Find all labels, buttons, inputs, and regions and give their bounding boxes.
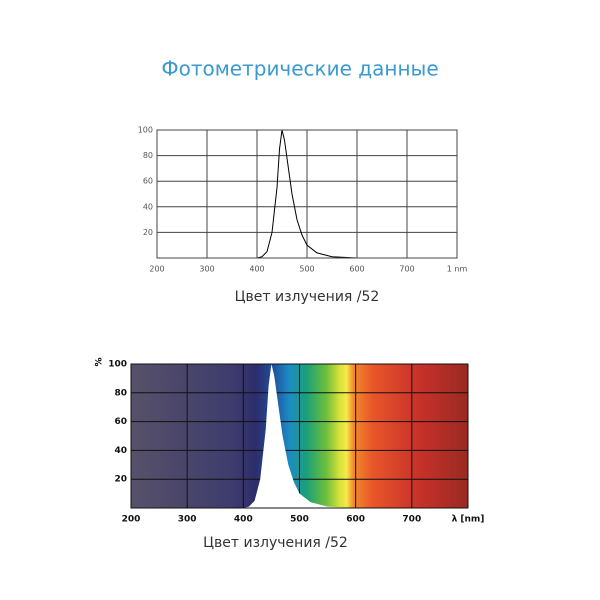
x-tick-label: 400 — [249, 265, 264, 274]
x-tick-label: 600 — [346, 515, 365, 525]
y-tick-label: 20 — [143, 228, 153, 237]
y-axis-label: % — [95, 357, 105, 366]
x-tick-label: 700 — [399, 265, 414, 274]
x-tick-label: 700 — [402, 515, 421, 525]
y-tick-label: 100 — [138, 126, 153, 135]
plot-frame — [130, 363, 469, 509]
y-tick-label: 80 — [143, 151, 153, 160]
x-tick-label: 400 — [234, 515, 253, 525]
y-tick-label: 20 — [114, 475, 127, 485]
x-tick-label: 1 nm — [447, 265, 468, 274]
y-tick-label: 40 — [143, 202, 153, 211]
x-tick-label: 200 — [149, 265, 164, 274]
y-tick-label: 80 — [114, 388, 127, 398]
chart-caption: Цвет излучения /52 — [203, 535, 348, 551]
plot-frame — [156, 129, 458, 259]
x-tick-label: λ [nm] — [452, 515, 485, 525]
y-tick-label: 60 — [114, 417, 127, 427]
x-tick-label: 300 — [199, 265, 214, 274]
y-tick-label: 40 — [114, 446, 127, 456]
y-tick-label: 100 — [108, 360, 127, 370]
area — [232, 364, 457, 508]
x-tick-label: 600 — [349, 265, 364, 274]
chart-caption: Цвет излучения /52 — [235, 289, 380, 305]
line — [247, 129, 447, 259]
x-tick-label: 300 — [178, 515, 197, 525]
x-tick-label: 500 — [299, 265, 314, 274]
page-title: Фотометрические данные — [161, 57, 438, 81]
x-tick-label: 500 — [290, 515, 309, 525]
x-tick-label: 200 — [122, 515, 141, 525]
y-tick-label: 60 — [143, 177, 153, 186]
